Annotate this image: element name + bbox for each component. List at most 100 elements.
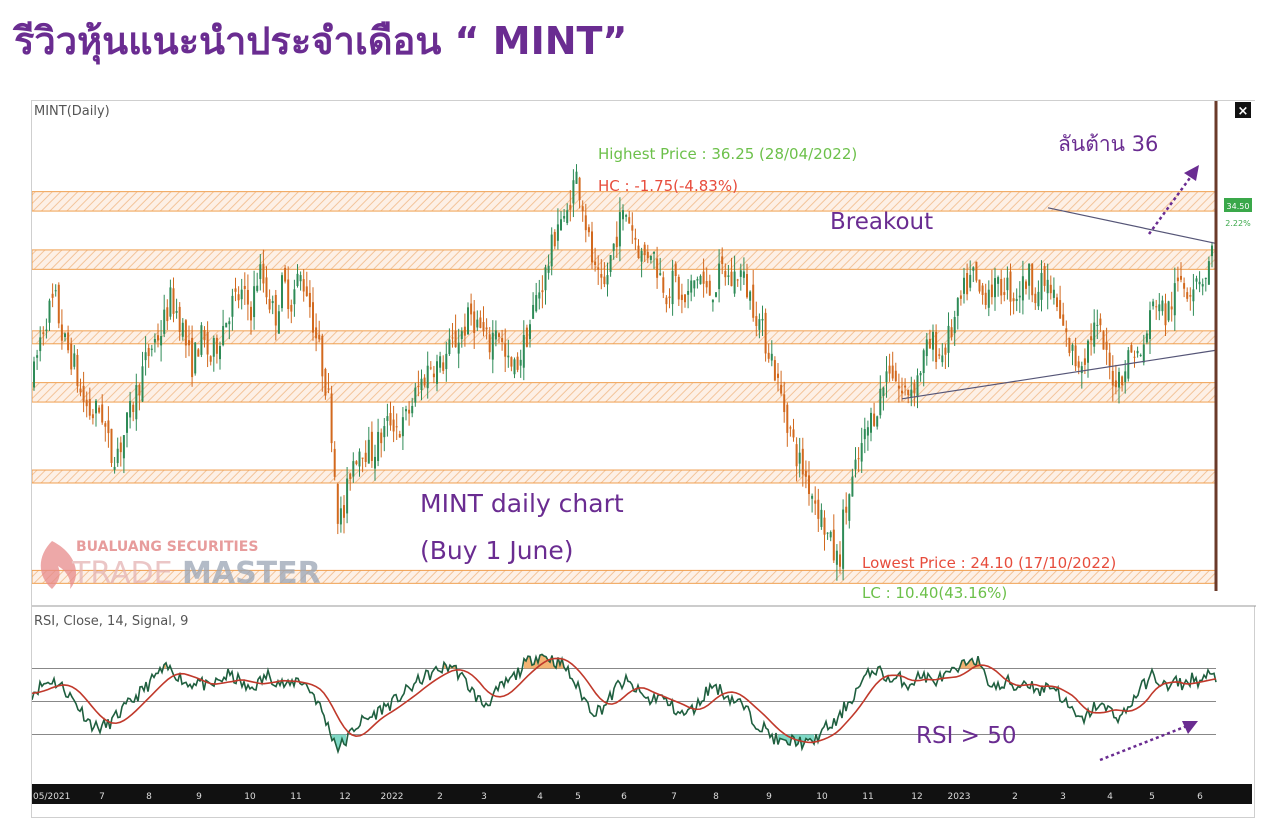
candle	[1133, 356, 1136, 358]
candle	[333, 448, 336, 477]
candle	[33, 361, 35, 388]
candle	[882, 387, 885, 396]
close-button[interactable]	[1235, 102, 1251, 118]
candle	[916, 375, 919, 398]
x-tick-label: 6	[1197, 792, 1203, 802]
x-tick-label: 8	[146, 792, 152, 802]
candle	[451, 337, 454, 339]
x-tick-label: 11	[862, 792, 873, 802]
x-tick-label: 10	[816, 792, 828, 802]
candle	[597, 267, 600, 270]
target-label: ลันต้าน 36	[1058, 132, 1158, 156]
candle	[584, 215, 587, 231]
x-tick-label: 12	[339, 792, 350, 802]
candle	[1124, 371, 1127, 383]
candle	[792, 429, 795, 438]
candle	[107, 420, 110, 434]
candle	[519, 359, 522, 366]
candle	[560, 219, 562, 231]
candle	[780, 384, 783, 394]
rsi-oversold-fill	[332, 734, 820, 752]
candle	[848, 494, 851, 521]
candle	[870, 412, 872, 433]
candle	[801, 448, 804, 475]
candle	[618, 212, 621, 247]
candle	[634, 237, 637, 240]
candle	[1198, 281, 1201, 285]
candle	[1183, 283, 1186, 289]
candle	[265, 277, 268, 298]
candle	[1018, 295, 1021, 298]
candle	[1034, 293, 1037, 304]
candle	[640, 250, 643, 262]
candle	[622, 210, 624, 220]
candle	[138, 385, 141, 396]
candle	[752, 284, 755, 318]
candle	[817, 499, 820, 519]
candle	[649, 255, 652, 260]
candle	[160, 336, 163, 346]
candle	[727, 275, 730, 277]
candle	[811, 495, 814, 499]
candle	[349, 473, 352, 479]
sr-zone-4	[32, 469, 1217, 484]
candle	[401, 417, 404, 437]
candle	[215, 337, 218, 354]
candle	[336, 484, 339, 524]
candle	[746, 274, 748, 298]
candle	[922, 350, 925, 374]
candle	[463, 326, 466, 336]
candle	[436, 361, 438, 384]
candle	[352, 461, 355, 477]
candle	[625, 215, 628, 217]
candle	[671, 270, 674, 305]
candle	[913, 383, 916, 394]
price-scale	[1216, 101, 1256, 606]
daily-chart-label: MINT daily chart	[420, 489, 624, 518]
candle	[783, 394, 786, 413]
candle	[956, 298, 959, 316]
candle	[1096, 324, 1099, 326]
watermark-master-text: MASTER	[182, 556, 321, 591]
candle	[203, 330, 206, 341]
candle	[963, 277, 965, 294]
candle	[581, 206, 584, 212]
candle	[194, 342, 197, 374]
chart-frame: 34.50 2.22% × MINT(Daily) Highest Price …	[31, 100, 1256, 818]
candle	[631, 225, 634, 231]
candle	[600, 274, 603, 278]
candle	[234, 288, 237, 292]
candle	[1111, 370, 1114, 386]
candle	[885, 371, 888, 382]
candle	[476, 319, 479, 328]
candle	[851, 476, 854, 497]
candle	[1149, 310, 1151, 339]
close-icon[interactable]: ×	[1238, 104, 1249, 119]
candle	[70, 343, 73, 370]
candle	[845, 506, 848, 513]
candle	[330, 393, 333, 444]
candle	[1028, 263, 1031, 286]
candle	[1093, 322, 1096, 347]
candle	[662, 277, 665, 293]
candle	[1173, 283, 1176, 316]
chart-svg: 34.50 2.22% × MINT(Daily) Highest Price …	[32, 101, 1256, 804]
candle	[411, 405, 414, 414]
candle	[677, 276, 680, 300]
candle	[1031, 263, 1034, 296]
candle	[166, 307, 169, 322]
candle	[832, 529, 835, 561]
candle	[656, 258, 659, 278]
target-arrow-head	[1184, 165, 1199, 181]
candle	[479, 317, 482, 328]
candle	[904, 385, 907, 388]
candle	[1186, 292, 1189, 299]
candle	[482, 322, 485, 332]
candle	[587, 227, 590, 233]
candle	[1204, 277, 1207, 280]
candle	[826, 532, 829, 534]
candle	[529, 324, 531, 340]
candle	[374, 456, 376, 469]
candle	[1071, 344, 1074, 351]
x-ticks: 05/2021 7 8 9 10 11 12 2022 2 3 4 5 6 7 8 9 10 11 12 2023 2 3…	[33, 792, 1203, 802]
